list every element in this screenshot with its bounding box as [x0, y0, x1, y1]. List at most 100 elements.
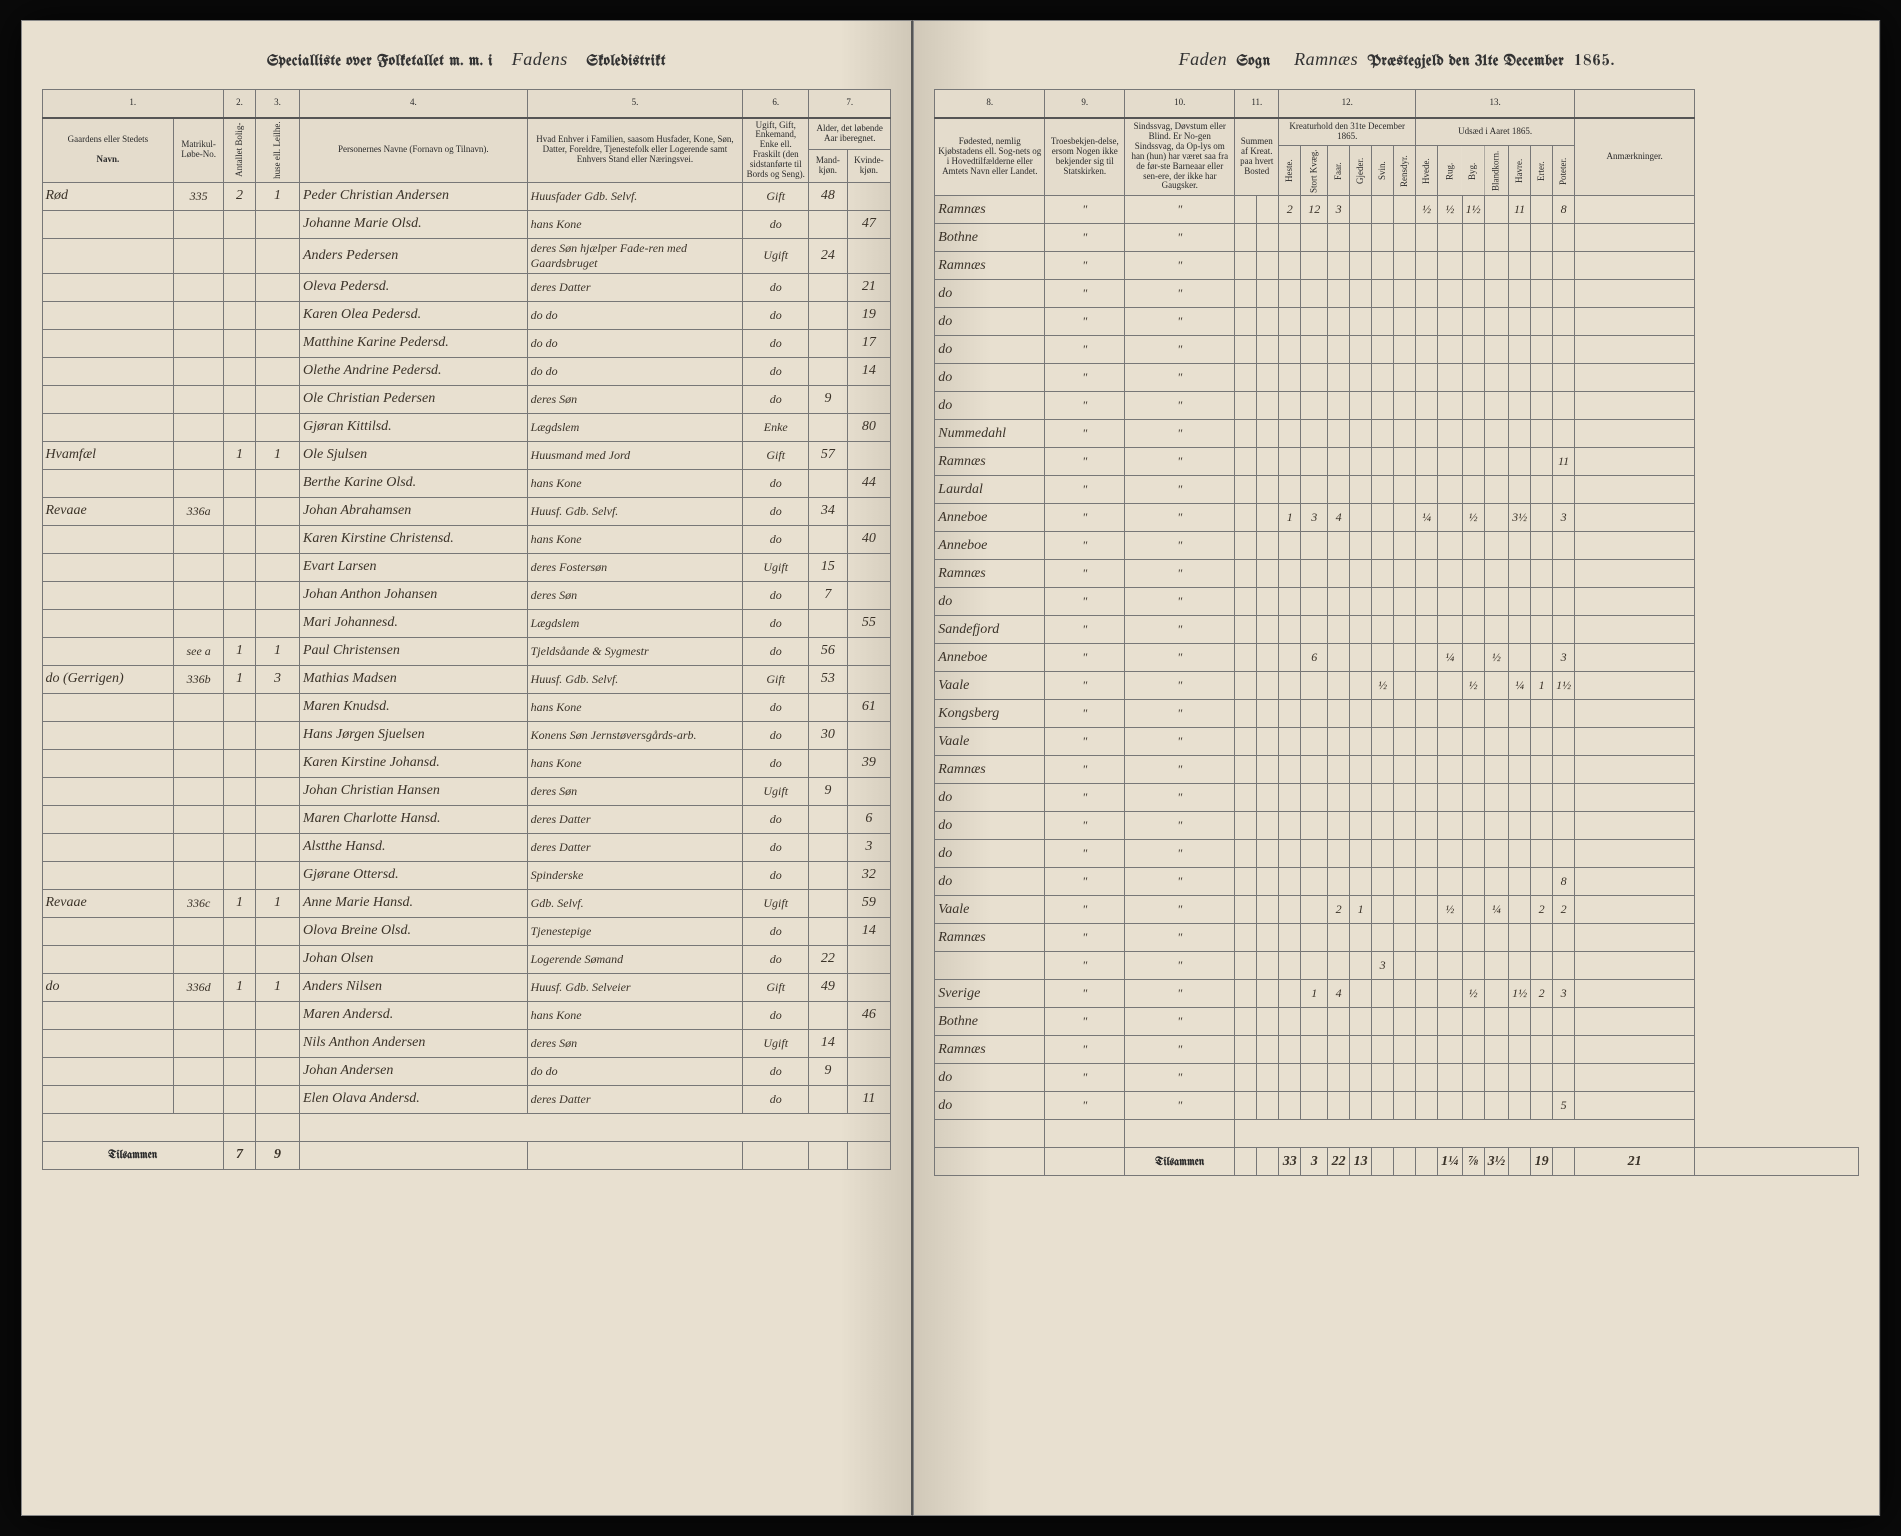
footer-val [1509, 1148, 1531, 1176]
cell-cond: " [1125, 364, 1235, 392]
cell-liv: 4 [1328, 980, 1350, 1008]
cell-anm [1575, 924, 1695, 952]
left-table: 1. 2. 3. 4. 5. 6. 7. Gaardens eller Sted… [42, 89, 892, 1170]
cell-liv [1531, 840, 1553, 868]
cell-liv [1438, 700, 1463, 728]
cell-k [847, 553, 891, 581]
cell-b [224, 1057, 256, 1085]
cell-p [256, 385, 300, 413]
cell-anm [1575, 1064, 1695, 1092]
cell-birth: Ramnæs [935, 252, 1045, 280]
cell-stat: do [743, 525, 809, 553]
cell-b: 1 [224, 637, 256, 665]
cell-sum-b [1257, 840, 1279, 868]
cell-rel: Huusmand med Jord [527, 441, 743, 469]
cell-liv [1531, 812, 1553, 840]
cell-m [809, 357, 847, 385]
cell-faith: " [1045, 952, 1125, 980]
cell-birth: Bothne [935, 1008, 1045, 1036]
cell-liv [1462, 700, 1484, 728]
cell-liv [1301, 364, 1328, 392]
cell-liv [1301, 784, 1328, 812]
cell-k [847, 721, 891, 749]
cell-liv [1328, 336, 1350, 364]
cell-name: Johan Christian Hansen [300, 777, 528, 805]
cell-liv [1462, 924, 1484, 952]
cell-liv [1416, 224, 1438, 252]
cell-place: Rød [42, 182, 174, 210]
cell-liv [1328, 252, 1350, 280]
cell-name: Olethe Andrine Pedersd. [300, 357, 528, 385]
cell-m: 48 [809, 182, 847, 210]
hdr-printed-a: Specialliste over Folketallet m. m. i [267, 53, 493, 69]
cell-place [42, 1057, 174, 1085]
cell-liv [1350, 868, 1372, 896]
cell-liv [1416, 812, 1438, 840]
cell-cond: " [1125, 980, 1235, 1008]
cell-stat: do [743, 273, 809, 301]
footer-val [1372, 1148, 1394, 1176]
cell-anm [1575, 700, 1695, 728]
h-name: Personernes Navne (Fornavn og Tilnavn). [300, 118, 528, 183]
cell-anm [1575, 196, 1695, 224]
cell-p [256, 833, 300, 861]
cell-b [224, 357, 256, 385]
cell-p: 1 [256, 973, 300, 1001]
h-k: Kvinde-kjøn. [847, 150, 891, 182]
cell-sum-b [1257, 392, 1279, 420]
cell-liv [1531, 448, 1553, 476]
cell-liv [1484, 1064, 1509, 1092]
cell-liv [1372, 924, 1394, 952]
cell-liv [1438, 532, 1463, 560]
cell-liv [1438, 812, 1463, 840]
cell-liv [1372, 1008, 1394, 1036]
cell-liv [1301, 532, 1328, 560]
cell-liv [1509, 840, 1531, 868]
cell-place [42, 385, 174, 413]
cell-cond: " [1125, 1036, 1235, 1064]
cell-b [224, 301, 256, 329]
cell-liv: 3 [1372, 952, 1394, 980]
cell-rel: deres Søn [527, 385, 743, 413]
cell-birth: Laurdal [935, 476, 1045, 504]
cell-liv [1416, 252, 1438, 280]
cell-liv [1328, 700, 1350, 728]
cell-faith: " [1045, 1092, 1125, 1120]
cell-liv: 3 [1553, 644, 1575, 672]
cell-liv [1394, 672, 1416, 700]
cell-mnr: 336c [174, 889, 224, 917]
cell-k [847, 665, 891, 693]
cell-liv [1350, 980, 1372, 1008]
cell-m: 57 [809, 441, 847, 469]
cell-liv [1438, 336, 1463, 364]
cell-liv [1394, 224, 1416, 252]
cell-b [224, 385, 256, 413]
cell-sum-b [1257, 308, 1279, 336]
cell-name: Karen Kirstine Johansd. [300, 749, 528, 777]
cell-liv [1350, 672, 1372, 700]
cell-liv [1279, 252, 1301, 280]
cell-liv [1462, 364, 1484, 392]
cell-liv [1328, 420, 1350, 448]
cell-liv [1438, 924, 1463, 952]
cell-sum-a [1235, 420, 1257, 448]
cell-liv [1301, 952, 1328, 980]
cell-liv [1394, 980, 1416, 1008]
cell-liv [1509, 280, 1531, 308]
cell-liv: 1½ [1509, 980, 1531, 1008]
cell-mnr: 335 [174, 182, 224, 210]
cell-faith: " [1045, 364, 1125, 392]
table-row: do"" [935, 1064, 1859, 1092]
cell-name: Ole Christian Pedersen [300, 385, 528, 413]
cell-mnr [174, 525, 224, 553]
table-row: Bothne"" [935, 1008, 1859, 1036]
cell-m [809, 413, 847, 441]
cell-stat: do [743, 1001, 809, 1029]
table-row: Ramnæs"" [935, 1036, 1859, 1064]
cell-mnr [174, 1057, 224, 1085]
cell-name: Johan Abrahamsen [300, 497, 528, 525]
cell-b [224, 553, 256, 581]
table-row: do"" [935, 812, 1859, 840]
cell-liv [1416, 896, 1438, 924]
cell-name: Oleva Pedersd. [300, 273, 528, 301]
